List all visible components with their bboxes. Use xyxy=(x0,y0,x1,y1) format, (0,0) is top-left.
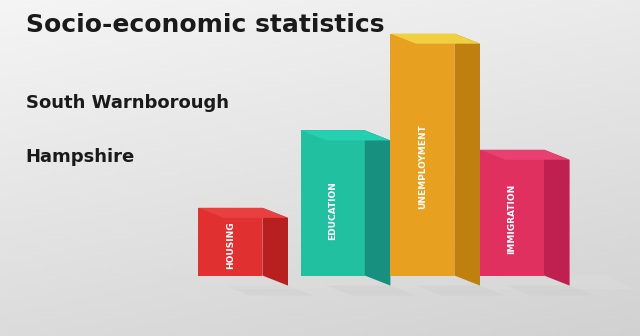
Text: UNEMPLOYMENT: UNEMPLOYMENT xyxy=(418,124,427,209)
Polygon shape xyxy=(480,150,544,276)
Text: Socio-economic statistics: Socio-economic statistics xyxy=(26,13,384,37)
Polygon shape xyxy=(262,208,288,286)
Polygon shape xyxy=(301,130,390,140)
Text: South Warnborough: South Warnborough xyxy=(26,94,228,112)
Polygon shape xyxy=(480,150,570,160)
Polygon shape xyxy=(198,208,262,276)
Polygon shape xyxy=(390,34,454,276)
Polygon shape xyxy=(454,34,480,286)
Text: IMMIGRATION: IMMIGRATION xyxy=(508,184,516,254)
Polygon shape xyxy=(301,130,365,276)
Text: EDUCATION: EDUCATION xyxy=(328,181,337,240)
Polygon shape xyxy=(198,208,288,218)
Polygon shape xyxy=(416,286,506,296)
Polygon shape xyxy=(390,34,480,44)
Polygon shape xyxy=(365,130,390,286)
Polygon shape xyxy=(326,286,416,296)
Polygon shape xyxy=(544,150,570,286)
Polygon shape xyxy=(160,276,634,289)
Text: Hampshire: Hampshire xyxy=(26,148,135,166)
Polygon shape xyxy=(224,286,314,296)
Text: HOUSING: HOUSING xyxy=(226,221,235,269)
Polygon shape xyxy=(506,286,595,296)
